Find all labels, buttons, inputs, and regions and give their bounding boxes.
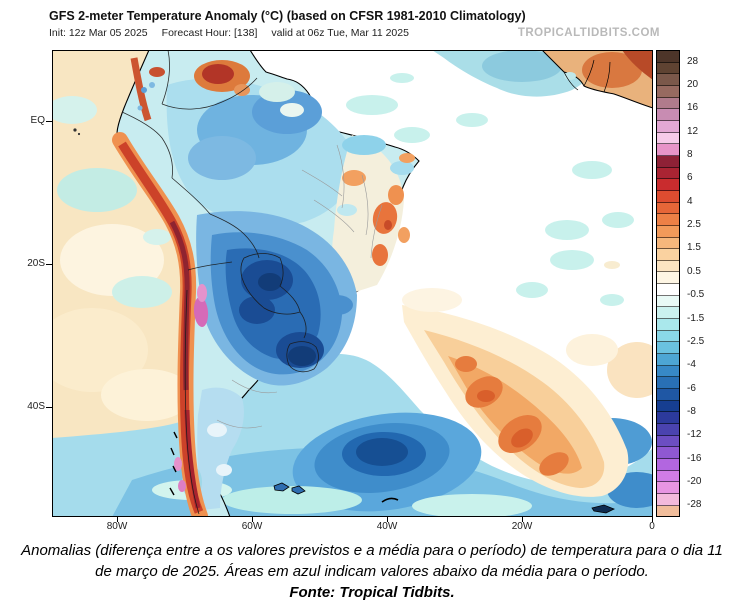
colorbar-cell-26	[657, 354, 679, 366]
colorbar-cell-17	[657, 249, 679, 261]
colorbar-cell-20	[657, 284, 679, 296]
colorbar-cell-38	[657, 493, 679, 506]
colorbar-cell-30	[657, 400, 679, 413]
colorbar-cell-7	[657, 132, 679, 145]
caption-source: Fonte: Tropical Tidbits.	[289, 584, 455, 601]
lon-label-0: 0	[649, 521, 655, 532]
colorbar-cell-32	[657, 424, 679, 436]
colorbar-cell-36	[657, 470, 679, 483]
lon-label-40w: 40W	[376, 521, 398, 532]
colorbar-cell-4	[657, 97, 679, 110]
colorbar-cell-19	[657, 272, 679, 285]
lon-tick	[386, 517, 388, 522]
lat-tick	[46, 406, 52, 408]
colorbar-label--8: -8	[687, 405, 696, 417]
colorbar-label-6: 6	[687, 172, 693, 184]
colorbar-cell-23	[657, 319, 679, 331]
colorbar-label-1.5: 1.5	[687, 242, 701, 254]
colorbar-cell-5	[657, 109, 679, 121]
colorbar	[656, 50, 680, 517]
colorbar-label--12: -12	[687, 429, 702, 441]
forecast-hour: Forecast Hour: [138]	[161, 27, 258, 39]
lon-tick	[651, 517, 653, 522]
colorbar-label-8: 8	[687, 149, 693, 161]
colorbar-label--2.5: -2.5	[687, 335, 705, 347]
colorbar-cell-25	[657, 342, 679, 355]
colorbar-cell-21	[657, 295, 679, 308]
colorbar-cell-8	[657, 144, 679, 156]
lat-label-eq: EQ	[30, 115, 45, 126]
colorbar-cell-13	[657, 202, 679, 215]
lon-tick	[251, 517, 253, 522]
lat-tick	[46, 120, 52, 122]
lon-label-80w: 80W	[106, 521, 128, 532]
lon-label-60w: 60W	[241, 521, 263, 532]
colorbar-cell-6	[657, 120, 679, 133]
lon-label-20w: 20W	[511, 521, 533, 532]
caption: Anomalias (diferença entre a os valores …	[0, 540, 744, 603]
valid-time: valid at 06z Tue, Mar 11 2025	[271, 27, 409, 39]
colorbar-cell-2	[657, 74, 679, 86]
forecast-meta: Init: 12z Mar 05 2025 Forecast Hour: [138…	[49, 27, 423, 39]
colorbar-cell-14	[657, 214, 679, 226]
colorbar-label--28: -28	[687, 499, 702, 511]
colorbar-label-0.5: 0.5	[687, 265, 701, 277]
colorbar-cell-39	[657, 505, 679, 517]
anomaly-map-art	[52, 50, 653, 517]
colorbar-cell-33	[657, 435, 679, 448]
init-time: Init: 12z Mar 05 2025	[49, 27, 148, 39]
colorbar-cell-1	[657, 62, 679, 75]
colorbar-cell-31	[657, 412, 679, 424]
colorbar-label--4: -4	[687, 359, 696, 371]
colorbar-cell-12	[657, 190, 679, 203]
colorbar-label--6: -6	[687, 382, 696, 394]
lat-tick	[46, 263, 52, 265]
colorbar-cell-37	[657, 482, 679, 494]
site-watermark: TROPICALTIDBITS.COM	[517, 27, 660, 39]
colorbar-label--20: -20	[687, 475, 702, 487]
colorbar-label-20: 20	[687, 79, 699, 91]
colorbar-label--16: -16	[687, 452, 702, 464]
colorbar-label--1.5: -1.5	[687, 312, 705, 324]
page-title: GFS 2-meter Temperature Anomaly (°C) (ba…	[49, 9, 526, 23]
colorbar-cell-3	[657, 85, 679, 98]
colorbar-cell-22	[657, 307, 679, 320]
colorbar-cell-29	[657, 389, 679, 401]
colorbar-cell-0	[657, 51, 679, 63]
colorbar-label-16: 16	[687, 102, 699, 114]
lat-label-40s: 40S	[27, 401, 45, 412]
anomaly-map	[52, 50, 653, 517]
lon-tick	[116, 517, 118, 522]
colorbar-cells	[657, 51, 679, 517]
colorbar-cell-28	[657, 377, 679, 390]
colorbar-cell-34	[657, 447, 679, 459]
lat-label-20s: 20S	[27, 258, 45, 269]
colorbar-cell-18	[657, 260, 679, 273]
colorbar-label-4: 4	[687, 195, 693, 207]
colorbar-cell-16	[657, 237, 679, 250]
colorbar-label-28: 28	[687, 55, 699, 67]
colorbar-cell-10	[657, 167, 679, 180]
colorbar-cell-9	[657, 155, 679, 168]
colorbar-label-2.5: 2.5	[687, 219, 701, 231]
colorbar-label-12: 12	[687, 125, 699, 137]
lon-tick	[521, 517, 523, 522]
colorbar-cell-24	[657, 330, 679, 343]
colorbar-cell-11	[657, 179, 679, 191]
colorbar-cell-27	[657, 365, 679, 378]
caption-line1: Anomalias (diferença entre a os valores …	[21, 542, 723, 559]
caption-line2: de março de 2025. Áreas em azul indicam …	[95, 563, 649, 580]
colorbar-cell-15	[657, 225, 679, 238]
colorbar-cell-35	[657, 458, 679, 471]
colorbar-label--0.5: -0.5	[687, 289, 705, 301]
